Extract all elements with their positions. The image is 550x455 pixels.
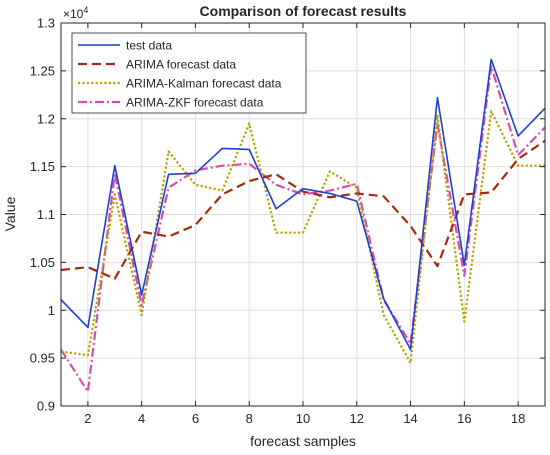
axis-ticks xyxy=(61,22,545,407)
x-tick-label: 12 xyxy=(350,411,364,426)
series-line-4 xyxy=(60,64,546,393)
y-tick-label: 1.15 xyxy=(30,159,55,174)
legend-box xyxy=(71,32,307,114)
legend-label-4: ARIMA-ZKF forecast data xyxy=(126,96,264,110)
y-tick-label: 1.2 xyxy=(37,111,55,126)
legend-items: test data ARIMA forecast data ARIMA-Kalman… xyxy=(78,39,282,110)
series-line-1 xyxy=(60,58,546,351)
x-tick-label: 2 xyxy=(84,411,91,426)
x-axis-label: forecast samples xyxy=(250,433,356,449)
legend-label-3: ARIMA-Kalman forecast data xyxy=(126,77,282,91)
x-tick-label: 6 xyxy=(192,411,199,426)
exponent-power: 4 xyxy=(83,5,88,15)
x-tick-label: 14 xyxy=(403,411,417,426)
series-line-3 xyxy=(60,109,545,365)
x-tick-label: 4 xyxy=(138,411,145,426)
tick-labels: 2 4 6 8 10 12 14 16 18 0.9 0.95 1 1.05 1.1 1.15 1.2 1.25… xyxy=(30,16,526,427)
y-tick-label: 1 xyxy=(48,303,55,318)
y-tick-label: 1.3 xyxy=(37,16,55,31)
y-tick-label: 1.05 xyxy=(30,255,55,270)
legend-label-1: test data xyxy=(126,39,172,53)
y-axis-label: Value xyxy=(2,196,18,231)
series-layer xyxy=(60,58,546,393)
y-tick-label: 1.25 xyxy=(30,63,55,78)
x-tick-label: 16 xyxy=(457,411,471,426)
x-tick-label: 18 xyxy=(511,411,525,426)
x-tick-label: 10 xyxy=(296,411,310,426)
y-tick-label: 0.9 xyxy=(37,399,55,414)
y-tick-label: 1.1 xyxy=(37,207,55,222)
exponent-base: ×10 xyxy=(63,7,84,21)
legend-label-2: ARIMA forecast data xyxy=(126,58,236,72)
y-tick-label: 0.95 xyxy=(30,351,55,366)
series-line-2 xyxy=(60,139,546,280)
y-exponent-label: ×104 xyxy=(63,5,88,21)
x-tick-label: 8 xyxy=(246,411,253,426)
legend: test data ARIMA forecast data ARIMA-Kalman… xyxy=(71,32,307,114)
chart-title: Comparison of forecast results xyxy=(200,3,407,19)
